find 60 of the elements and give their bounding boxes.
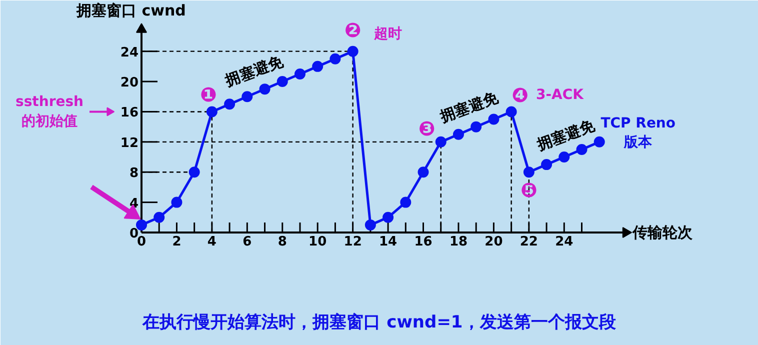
x-tick-label: 12 [344, 234, 362, 250]
x-tick-label: 10 [308, 234, 327, 250]
annotation: 超时 [372, 26, 402, 42]
point [312, 60, 324, 72]
point [452, 128, 464, 140]
annotation: ❺ [520, 178, 538, 202]
point [224, 98, 236, 110]
annotation: ❶ [200, 82, 217, 106]
x-tick-label: 16 [414, 234, 432, 250]
point [418, 166, 429, 178]
point [206, 106, 218, 118]
y-tick-label: 16 [120, 106, 139, 121]
point [188, 166, 200, 178]
annotation: 3-ACK [536, 87, 585, 104]
x-tick-label: 22 [520, 234, 538, 250]
point [435, 136, 446, 148]
y-tick-label: 20 [120, 76, 139, 91]
x-tick-label: 14 [379, 234, 398, 250]
y-axis-title: 拥塞窗口 cwnd [76, 2, 186, 20]
point [594, 136, 605, 148]
y-tick-label: 24 [120, 45, 139, 60]
point [506, 106, 517, 118]
x-axis-title: 传输轮次 [632, 224, 694, 242]
x-tick-label: 18 [449, 234, 468, 250]
y-tick-label: 4 [129, 196, 138, 212]
annotation: 拥塞避免 [222, 52, 286, 90]
annotation: ❹ [512, 83, 529, 108]
point [558, 152, 570, 163]
annotation: ❷ [344, 18, 362, 42]
point [136, 219, 147, 230]
point [259, 84, 270, 95]
point [330, 53, 341, 64]
x-tick-label: 2 [172, 234, 182, 250]
y-tick-label: 12 [120, 136, 139, 151]
x-tick-label: 4 [207, 234, 216, 250]
x-tick-label: 8 [278, 234, 287, 250]
x-tick-label: 6 [242, 234, 252, 250]
annotation: TCP Reno 版本 [600, 115, 676, 150]
annotation: ❸ [418, 116, 436, 140]
point [541, 159, 552, 170]
point [276, 76, 288, 88]
point [171, 196, 182, 208]
x-tick-label: 24 [555, 234, 574, 250]
point [294, 68, 306, 80]
point [470, 121, 482, 132]
text: 在执行慢开始算法时，拥塞窗口 cwnd=1，发送第一个报文段 [142, 312, 617, 332]
x-tick-label: 20 [484, 234, 503, 250]
point [488, 114, 500, 125]
point [154, 212, 165, 223]
point [347, 46, 358, 57]
point [364, 219, 376, 230]
point [523, 166, 534, 178]
point [242, 91, 253, 102]
point [576, 144, 588, 155]
annotation: 拥塞避免 [534, 116, 598, 154]
point [382, 212, 394, 223]
annotation: 拥塞避免 [436, 88, 502, 126]
y-tick-label: 8 [129, 166, 138, 182]
point [400, 196, 412, 208]
text: ssthresh 的初始值 [15, 94, 84, 130]
